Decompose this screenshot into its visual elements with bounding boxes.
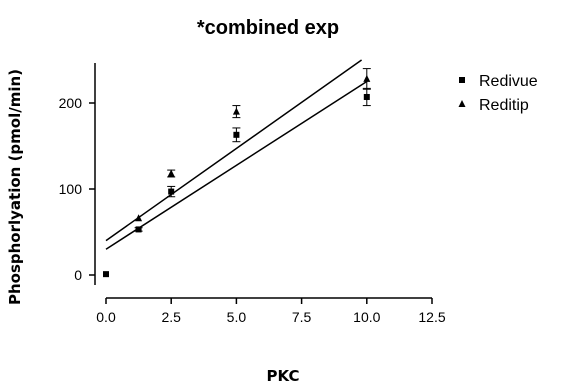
legend-marker — [458, 100, 466, 107]
x-axis-label: PKC — [267, 367, 300, 384]
x-tick-label: 12.5 — [418, 309, 445, 325]
x-tick-label: 10.0 — [353, 309, 380, 325]
data-point — [135, 226, 142, 233]
y-axis-label: Phosphorlyation (pmol/min) — [6, 69, 24, 305]
x-ticks: 0.0 2.5 5.0 7.5 10.0 12.5 — [96, 298, 446, 325]
axes: 0.0 2.5 5.0 7.5 10.0 12.5 0 100 200 — [59, 63, 446, 325]
y-tick-label: 0 — [74, 267, 82, 283]
legend-label: Redivue — [479, 73, 538, 90]
y-tick-label: 200 — [59, 95, 83, 111]
data-markers — [103, 68, 371, 278]
x-tick-label: 0.0 — [96, 309, 116, 325]
legend: Redivue Reditip — [458, 73, 538, 114]
data-point — [103, 271, 109, 278]
data-point — [167, 169, 175, 177]
data-point — [135, 214, 143, 222]
legend-marker — [459, 77, 465, 83]
fit-lines — [105, 59, 368, 250]
fit-line — [105, 59, 363, 242]
fit-line — [105, 80, 368, 250]
legend-label: Reditip — [479, 97, 529, 114]
y-ticks: 0 100 200 — [59, 95, 95, 283]
x-tick-label: 5.0 — [227, 309, 247, 325]
x-tick-label: 7.5 — [292, 309, 312, 325]
data-point — [363, 93, 370, 100]
x-tick-label: 2.5 — [161, 309, 181, 325]
data-point — [363, 74, 371, 82]
data-point — [168, 188, 175, 195]
data-point — [233, 131, 240, 138]
y-tick-label: 100 — [59, 181, 83, 197]
data-point — [232, 107, 240, 115]
chart-title: *combined exp — [197, 17, 339, 39]
